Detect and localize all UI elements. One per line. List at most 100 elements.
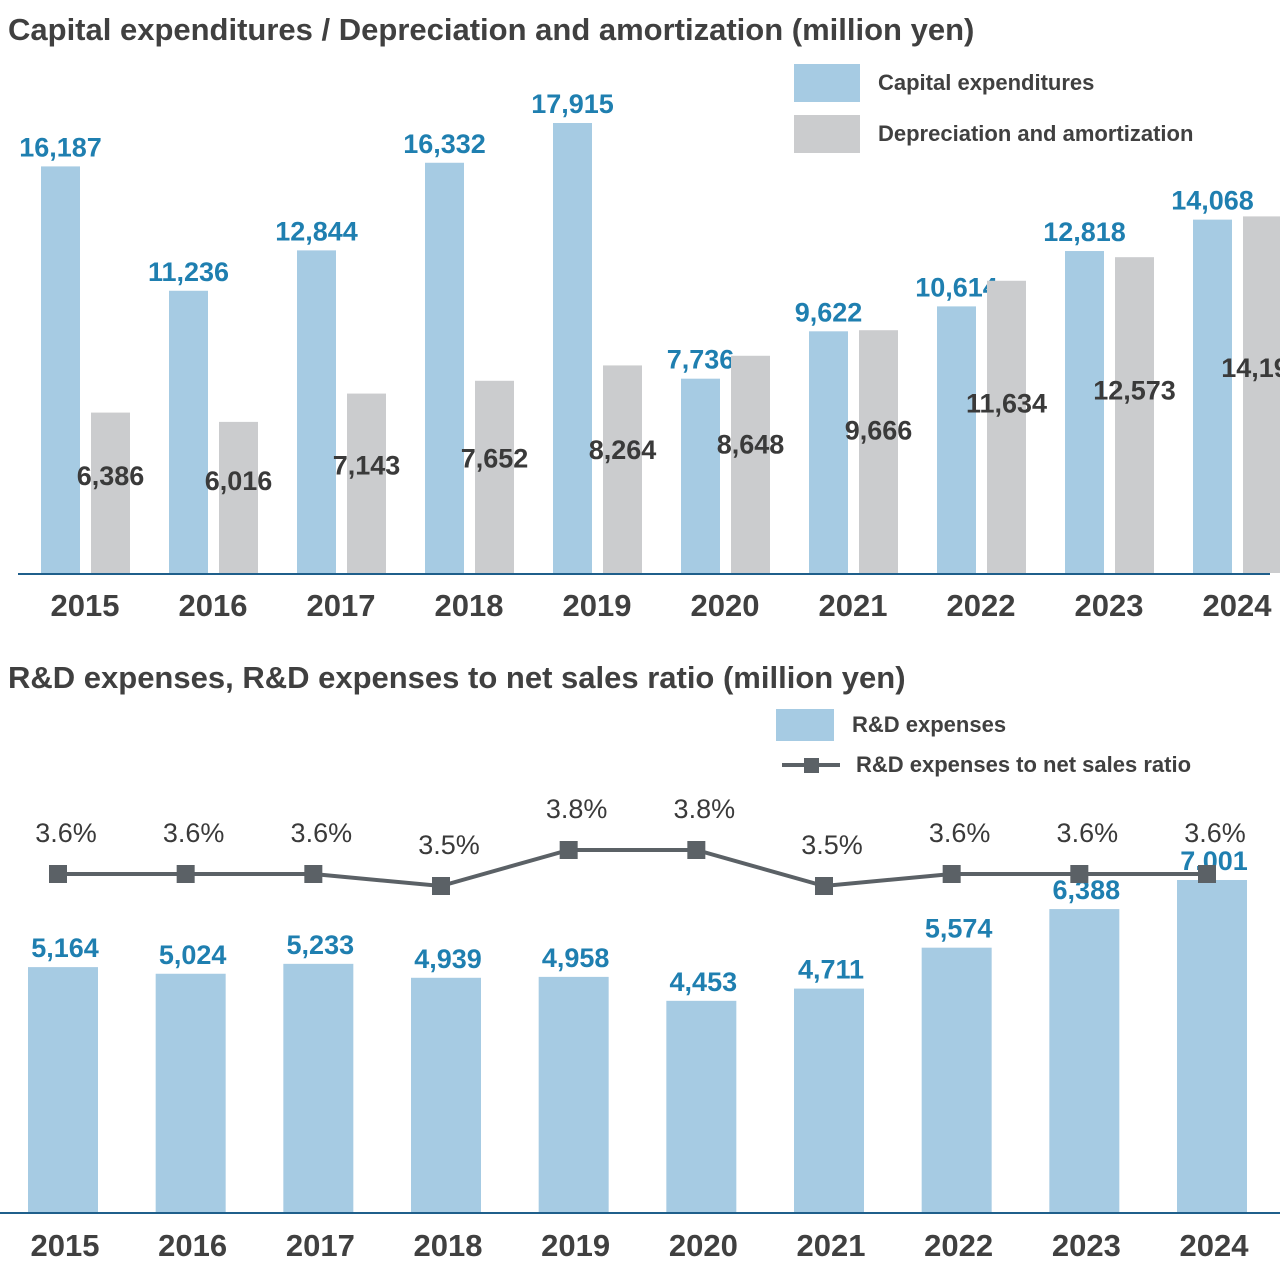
bar-capex-2023 [1065,251,1104,573]
bar-rd-2024 [1177,880,1247,1212]
label-depreciation-2018: 7,652 [461,443,529,473]
x-tick-chart2-2019: 2019 [541,1228,610,1263]
x-tick-chart1-2015: 2015 [51,588,120,623]
legend-label-capex: Capital expenditures [878,70,1095,95]
legend-label-ratio: R&D expenses to net sales ratio [856,752,1192,777]
bar-rd-2019 [538,976,609,1212]
label-depreciation-2021: 9,666 [845,415,913,445]
bar-depreciation-2019 [603,365,642,573]
label-rd-2015: 5,164 [31,933,99,963]
label-capex-2023: 12,818 [1043,217,1126,247]
x-tick-chart2-2024: 2024 [1180,1228,1250,1263]
legend-item-capex: Capital expenditures [794,64,1094,102]
marker-ratio-2021 [815,877,833,895]
label-capex-2022: 10,614 [915,272,998,302]
label-ratio-2024: 3.6% [1184,818,1246,848]
bar-rd-2022 [921,947,992,1212]
bar-rd-2018 [411,977,481,1212]
chart1-title: Capital expenditures / Depreciation and … [8,12,975,47]
marker-ratio-2022 [942,865,961,883]
x-tick-chart2-2015: 2015 [31,1228,100,1263]
x-tick-chart2-2018: 2018 [414,1228,483,1263]
label-depreciation-2019: 8,264 [589,435,657,465]
label-ratio-2016: 3.6% [163,818,225,848]
label-depreciation-2015: 6,386 [77,461,145,491]
bar-rd-2023 [1049,909,1120,1212]
marker-ratio-2024 [1198,865,1216,883]
label-capex-2019: 17,915 [531,89,614,119]
label-ratio-2017: 3.6% [291,818,353,848]
label-rd-2020: 4,453 [670,967,738,997]
marker-ratio-2015 [49,865,67,883]
bar-capex-2022 [937,306,976,573]
label-depreciation-2017: 7,143 [333,450,401,480]
bar-capex-2020 [681,378,720,573]
label-ratio-2023: 3.6% [1057,818,1119,848]
label-ratio-2015: 3.6% [35,818,97,848]
bar-depreciation-2017 [347,393,386,573]
marker-ratio-2023 [1070,865,1089,883]
bar-capex-2018 [425,162,464,574]
label-rd-2021: 4,711 [798,955,864,985]
chart2-title: R&D expenses, R&D expenses to net sales … [8,660,906,695]
x-tick-chart1-2019: 2019 [563,588,632,623]
x-tick-chart1-2022: 2022 [947,588,1016,623]
x-tick-chart2-2020: 2020 [669,1228,738,1263]
label-ratio-2020: 3.8% [674,794,736,824]
label-depreciation-2020: 8,648 [717,430,785,460]
bar-rd-2020 [666,1000,737,1212]
label-ratio-2018: 3.5% [418,830,480,860]
label-capex-2015: 16,187 [19,132,102,162]
legend-label-rd: R&D expenses [852,712,1007,737]
legend-label-depreciation: Depreciation and amortization [878,121,1194,146]
x-tick-chart2-2021: 2021 [797,1228,866,1263]
legend-item-ratio: R&D expenses to net sales ratio [782,752,1191,778]
label-rd-2019: 4,958 [542,943,610,973]
bar-depreciation-2024 [1243,216,1280,574]
label-depreciation-2022: 11,634 [966,388,1047,418]
x-tick-chart2-2016: 2016 [158,1228,227,1263]
legend-swatch-depreciation [794,115,860,153]
bar-depreciation-2022 [987,280,1026,573]
bar-capex-2021 [809,331,848,573]
line-ratio [58,848,1207,889]
legend-swatch-rd [776,709,834,741]
bar-depreciation-2016 [219,421,258,573]
x-tick-chart1-2023: 2023 [1075,588,1144,623]
bar-depreciation-2021 [859,330,898,573]
bar-capex-2016 [169,290,208,573]
label-ratio-2021: 3.5% [801,830,863,860]
bar-capex-2019 [553,123,592,573]
marker-ratio-2017 [304,865,323,883]
label-rd-2018: 4,939 [414,944,482,974]
label-depreciation-2023: 12,573 [1093,375,1176,405]
bar-rd-2016 [155,973,226,1212]
x-tick-chart2-2023: 2023 [1052,1228,1121,1263]
label-ratio-2019: 3.8% [546,794,608,824]
bar-rd-2021 [794,988,864,1212]
label-capex-2016: 11,236 [148,257,229,287]
legend-item-rd: R&D expenses [776,709,1006,741]
legend-swatch-capex [794,64,860,102]
label-capex-2024: 14,068 [1171,186,1254,216]
label-rd-2017: 5,233 [287,930,355,960]
bar-capex-2017 [297,250,336,573]
x-tick-chart2-2017: 2017 [286,1228,355,1263]
legend-swatch-ratio [782,753,840,777]
x-tick-chart1-2020: 2020 [691,588,760,623]
label-rd-2016: 5,024 [159,940,227,970]
x-tick-chart1-2021: 2021 [819,588,888,623]
x-tick-chart1-2016: 2016 [179,588,248,623]
bar-capex-2015 [41,166,80,573]
label-rd-2022: 5,574 [925,914,993,944]
bar-depreciation-2015 [91,412,130,573]
marker-ratio-2019 [559,841,578,859]
label-depreciation-2016: 6,016 [205,466,273,496]
marker-ratio-2018 [432,877,450,895]
marker-ratio-2020 [687,841,706,859]
bar-rd-2015 [28,967,98,1212]
x-tick-chart2-2022: 2022 [924,1228,993,1263]
label-capex-2017: 12,844 [275,216,358,246]
label-depreciation-2024: 14,197 [1221,353,1280,383]
x-tick-chart1-2017: 2017 [307,588,376,623]
